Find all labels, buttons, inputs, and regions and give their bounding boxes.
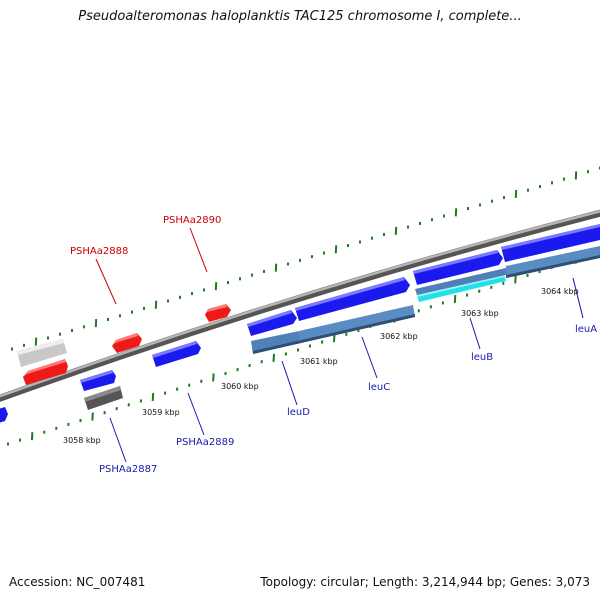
gene-label-PSHAa2889[interactable]: PSHAa2889 (176, 437, 234, 448)
kbp-label: 3063 kbp (461, 309, 499, 318)
gene-label-PSHAa2890[interactable]: PSHAa2890 (163, 215, 221, 226)
gene-PSHAa2888-neighbor[interactable] (23, 359, 68, 385)
kbp-label: 3058 kbp (63, 436, 101, 445)
major-tick (333, 334, 336, 343)
cds-leuB-highlight[interactable] (417, 275, 506, 302)
major-tick (151, 392, 155, 402)
gene-labels: PSHAa2888 PSHAa2890 PSHAa2887 PSHAa2889 … (70, 215, 597, 475)
major-tick (212, 373, 215, 382)
accession-text: Accession: NC_007481 (9, 575, 146, 589)
kbp-label: 3061 kbp (300, 357, 338, 366)
genome-summary-text: Topology: circular; Length: 3,214,944 bp… (260, 575, 590, 589)
gene-left-edge[interactable] (0, 407, 8, 424)
forward-genes (0, 224, 600, 424)
gene-PSHAa2887-fwd[interactable] (80, 370, 116, 391)
chromosome-backbone (0, 209, 600, 402)
cds-leuB[interactable] (415, 268, 506, 295)
kbp-label: 3064 kbp (541, 287, 579, 296)
kbp-label: 3059 kbp (142, 408, 180, 417)
gene-PSHAa2889[interactable] (152, 341, 201, 367)
cds-leuC[interactable] (299, 305, 415, 343)
gene-leuD[interactable] (247, 310, 297, 336)
gene-leuC[interactable] (295, 277, 410, 321)
major-tick (91, 412, 94, 421)
cds-band (251, 246, 600, 354)
label-leader-lines (95, 227, 584, 463)
gene-label-leuC[interactable]: leuC (368, 382, 390, 393)
kbp-labels: 3058 kbp 3059 kbp 3060 kbp 3061 kbp 3062… (63, 287, 579, 445)
major-tick (272, 353, 275, 362)
gene-label-PSHAa2888[interactable]: PSHAa2888 (70, 246, 128, 257)
map-title: Pseudoalteromonas haloplanktis TAC125 ch… (78, 9, 522, 24)
chromosome-backbone-highlight (0, 209, 600, 398)
major-tick (514, 275, 517, 284)
gene-label-leuA[interactable]: leuA (575, 324, 597, 335)
major-tick (453, 294, 457, 304)
outer-tick-track (10, 166, 600, 351)
reverse-genes (17, 304, 231, 410)
kbp-label: 3062 kbp (380, 332, 418, 341)
gene-leuB[interactable] (413, 250, 503, 285)
cds-leuD[interactable] (251, 331, 301, 354)
gene-PSHAa2888[interactable] (112, 333, 142, 353)
kbp-label: 3060 kbp (221, 382, 259, 391)
gene-label-PSHAa2887[interactable]: PSHAa2887 (99, 464, 157, 475)
gene-label-leuB[interactable]: leuB (471, 352, 493, 363)
pseudogene-light[interactable] (17, 339, 67, 367)
gene-leuA[interactable] (501, 224, 600, 262)
major-tick (30, 432, 34, 441)
gene-label-leuD[interactable]: leuD (287, 407, 310, 418)
